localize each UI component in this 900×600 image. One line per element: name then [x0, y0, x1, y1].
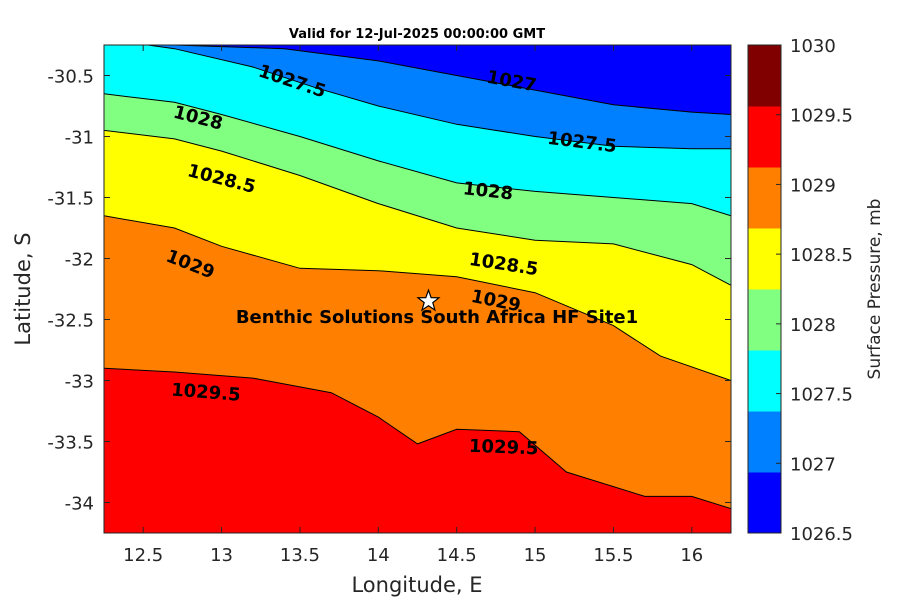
y-axis-ticks: -30.5 -31 -31.5 -32 -32.5 -33 -33.5 -34: [47, 67, 731, 515]
band-above-1029.5: [104, 368, 731, 533]
star-icon: [416, 288, 441, 312]
y-tick-label: -30.5: [47, 67, 94, 88]
contour-label: 1029.5: [469, 436, 539, 460]
colorbar-swatch: [748, 411, 781, 473]
x-tick-label: 16: [680, 545, 703, 566]
y-tick-label: -31: [65, 128, 94, 149]
y-tick-label: -33: [65, 372, 94, 393]
colorbar-tick-label: 1027: [790, 454, 836, 475]
colorbar-tick-label: 1027.5: [790, 385, 853, 406]
x-tick-label: 13: [210, 545, 233, 566]
colorbar-tick-label: 1026.5: [790, 524, 853, 545]
plot-area: [104, 45, 731, 533]
x-axis-label: Longitude, E: [351, 573, 482, 597]
colorbar-swatch: [748, 350, 781, 412]
colorbar-tick-label: 1030: [790, 36, 836, 57]
colorbar-label: Surface Pressure, mb: [865, 199, 885, 380]
contour-line-1028.5: [104, 129, 731, 286]
colorbar-swatch: [748, 472, 781, 534]
colorbar: 1026.5 1027 1027.5 1028 1028.5 1029 1029.5 1030: [747, 36, 853, 545]
colorbar-swatch: [748, 167, 781, 229]
contour-line-1029.5: [104, 367, 731, 510]
y-tick-label: -33.5: [47, 433, 94, 454]
y-tick-label: -32: [65, 250, 94, 271]
contour-line-1027.5: [144, 45, 731, 150]
colorbar-tick-label: 1029: [790, 175, 836, 196]
site-marker-group: Benthic Solutions South Africa HF Site1: [236, 288, 638, 328]
chart-title: Valid for 12-Jul-2025 00:00:00 GMT: [289, 27, 545, 42]
y-tick-label: -32.5: [47, 311, 94, 332]
x-tick-label: 12.5: [123, 545, 163, 566]
colorbar-frame: [747, 44, 782, 534]
colorbar-swatch: [748, 289, 781, 351]
contour-fills: [104, 45, 731, 533]
colorbar-tick-label: 1029.5: [790, 106, 853, 127]
plot-frame: [103, 44, 732, 534]
y-tick-label: -34: [65, 494, 94, 515]
colorbar-swatch: [748, 228, 781, 290]
y-tick-label: -31.5: [47, 189, 94, 210]
colorbar-tick-label: 1028.5: [790, 245, 853, 266]
x-tick-label: 15: [524, 545, 547, 566]
x-tick-label: 13.5: [280, 545, 320, 566]
contour-line-1028: [104, 93, 731, 217]
colorbar-swatch: [748, 45, 781, 107]
x-tick-label: 15.5: [593, 545, 633, 566]
contour-line-1029: [104, 215, 731, 381]
x-tick-label: 14.5: [437, 545, 477, 566]
colorbar-tick-label: 1028: [790, 315, 836, 336]
y-axis-label: Latitude, S: [11, 232, 35, 345]
contour-lines: [104, 45, 731, 510]
site-label: Benthic Solutions South Africa HF Site1: [236, 307, 638, 328]
colorbar-swatch: [748, 106, 781, 168]
x-axis-ticks: 12.5 13 13.5 14 14.5 15 15.5 16: [123, 45, 703, 566]
x-tick-label: 14: [367, 545, 390, 566]
